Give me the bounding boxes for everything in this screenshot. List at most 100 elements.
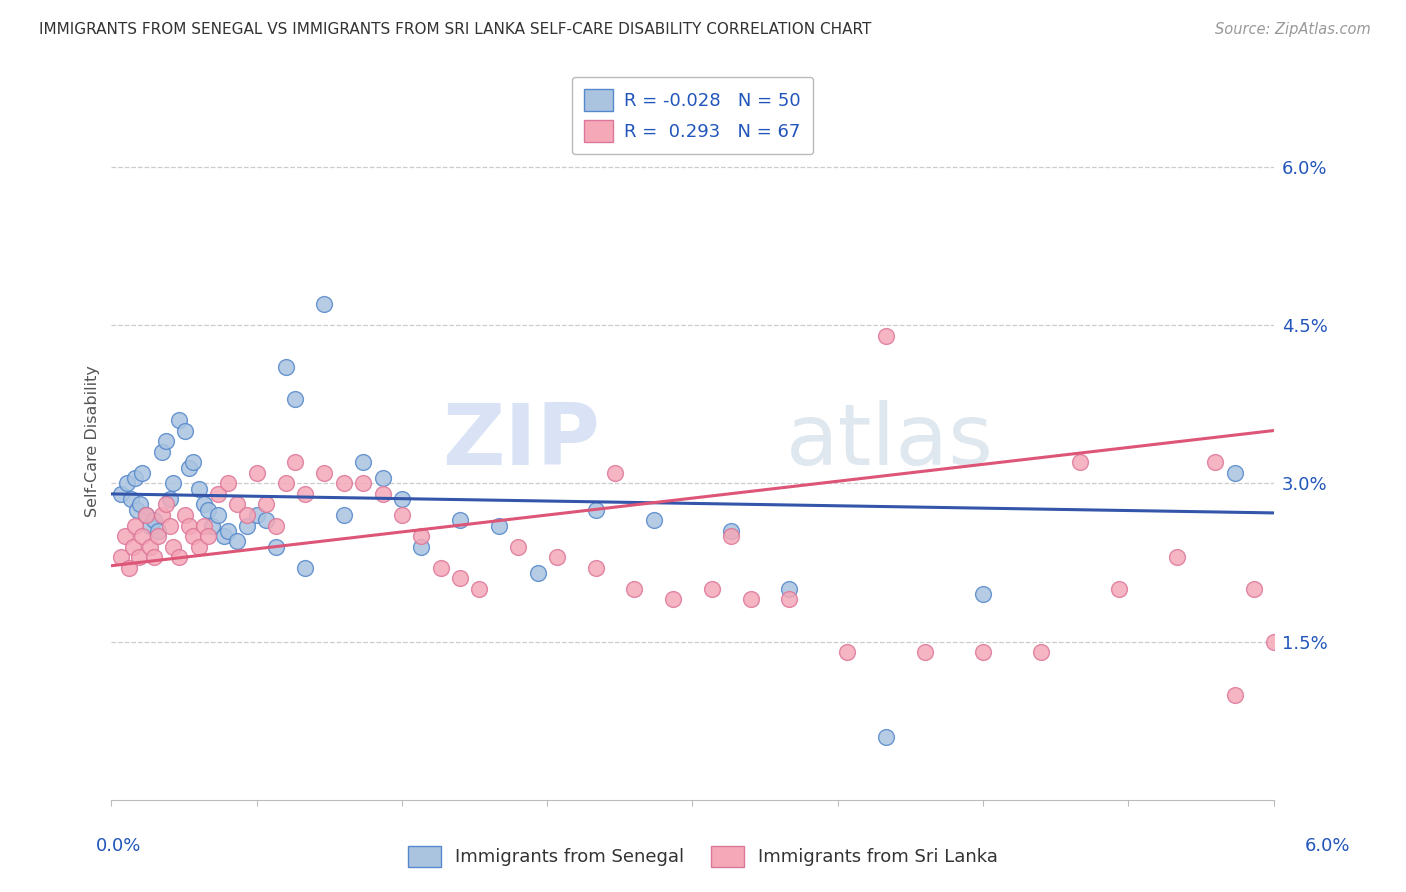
- Text: ZIP: ZIP: [441, 400, 599, 483]
- Point: [546, 550, 568, 565]
- Point: [226, 498, 249, 512]
- Point: [1029, 645, 1052, 659]
- Point: [167, 550, 190, 565]
- Point: [643, 513, 665, 527]
- Point: [720, 524, 742, 538]
- Point: [284, 392, 307, 406]
- Point: [174, 508, 197, 522]
- Point: [1243, 582, 1265, 596]
- Point: [254, 498, 277, 512]
- Legend: Immigrants from Senegal, Immigrants from Sri Lanka: Immigrants from Senegal, Immigrants from…: [408, 847, 998, 867]
- Point: [236, 508, 259, 522]
- Point: [391, 508, 413, 522]
- Point: [740, 592, 762, 607]
- Point: [162, 476, 184, 491]
- Point: [411, 540, 433, 554]
- Point: [181, 455, 204, 469]
- Point: [131, 466, 153, 480]
- Point: [197, 502, 219, 516]
- Point: [778, 582, 800, 596]
- Point: [314, 466, 336, 480]
- Point: [1301, 582, 1323, 596]
- Point: [150, 508, 173, 522]
- Point: [1272, 466, 1295, 480]
- Point: [150, 444, 173, 458]
- Point: [352, 455, 374, 469]
- Point: [121, 540, 143, 554]
- Point: [1166, 550, 1188, 565]
- Point: [371, 471, 394, 485]
- Point: [274, 360, 297, 375]
- Point: [914, 645, 936, 659]
- Point: [120, 492, 142, 507]
- Point: [585, 561, 607, 575]
- Point: [146, 529, 169, 543]
- Point: [207, 487, 229, 501]
- Point: [193, 498, 215, 512]
- Point: [294, 561, 316, 575]
- Point: [875, 730, 897, 744]
- Point: [177, 460, 200, 475]
- Point: [837, 645, 859, 659]
- Point: [125, 502, 148, 516]
- Point: [201, 518, 224, 533]
- Point: [449, 571, 471, 585]
- Point: [1282, 424, 1305, 438]
- Point: [468, 582, 491, 596]
- Point: [700, 582, 723, 596]
- Point: [333, 508, 356, 522]
- Point: [135, 508, 157, 522]
- Point: [139, 518, 162, 533]
- Point: [139, 540, 162, 554]
- Point: [110, 487, 132, 501]
- Point: [187, 482, 209, 496]
- Point: [449, 513, 471, 527]
- Point: [603, 466, 626, 480]
- Point: [585, 502, 607, 516]
- Point: [174, 424, 197, 438]
- Point: [972, 645, 994, 659]
- Point: [114, 529, 136, 543]
- Point: [162, 540, 184, 554]
- Point: [131, 529, 153, 543]
- Point: [1108, 582, 1130, 596]
- Text: atlas: atlas: [786, 400, 994, 483]
- Point: [1069, 455, 1091, 469]
- Point: [1291, 234, 1313, 248]
- Point: [177, 518, 200, 533]
- Point: [623, 582, 645, 596]
- Text: 0.0%: 0.0%: [96, 837, 141, 855]
- Point: [264, 518, 287, 533]
- Point: [429, 561, 451, 575]
- Point: [143, 550, 166, 565]
- Point: [159, 492, 181, 507]
- Point: [167, 413, 190, 427]
- Point: [115, 476, 138, 491]
- Point: [508, 540, 530, 554]
- Point: [124, 471, 146, 485]
- Point: [155, 498, 177, 512]
- Point: [333, 476, 356, 491]
- Point: [314, 297, 336, 311]
- Text: Source: ZipAtlas.com: Source: ZipAtlas.com: [1215, 22, 1371, 37]
- Point: [226, 534, 249, 549]
- Point: [371, 487, 394, 501]
- Point: [159, 518, 181, 533]
- Point: [1223, 466, 1246, 480]
- Point: [129, 498, 152, 512]
- Point: [1204, 455, 1226, 469]
- Point: [972, 587, 994, 601]
- Point: [135, 508, 157, 522]
- Point: [274, 476, 297, 491]
- Point: [110, 550, 132, 565]
- Text: IMMIGRANTS FROM SENEGAL VS IMMIGRANTS FROM SRI LANKA SELF-CARE DISABILITY CORREL: IMMIGRANTS FROM SENEGAL VS IMMIGRANTS FR…: [39, 22, 872, 37]
- Point: [294, 487, 316, 501]
- Point: [207, 508, 229, 522]
- Point: [181, 529, 204, 543]
- Point: [720, 529, 742, 543]
- Point: [217, 524, 239, 538]
- Text: 6.0%: 6.0%: [1305, 837, 1350, 855]
- Point: [1263, 634, 1285, 648]
- Point: [124, 518, 146, 533]
- Point: [391, 492, 413, 507]
